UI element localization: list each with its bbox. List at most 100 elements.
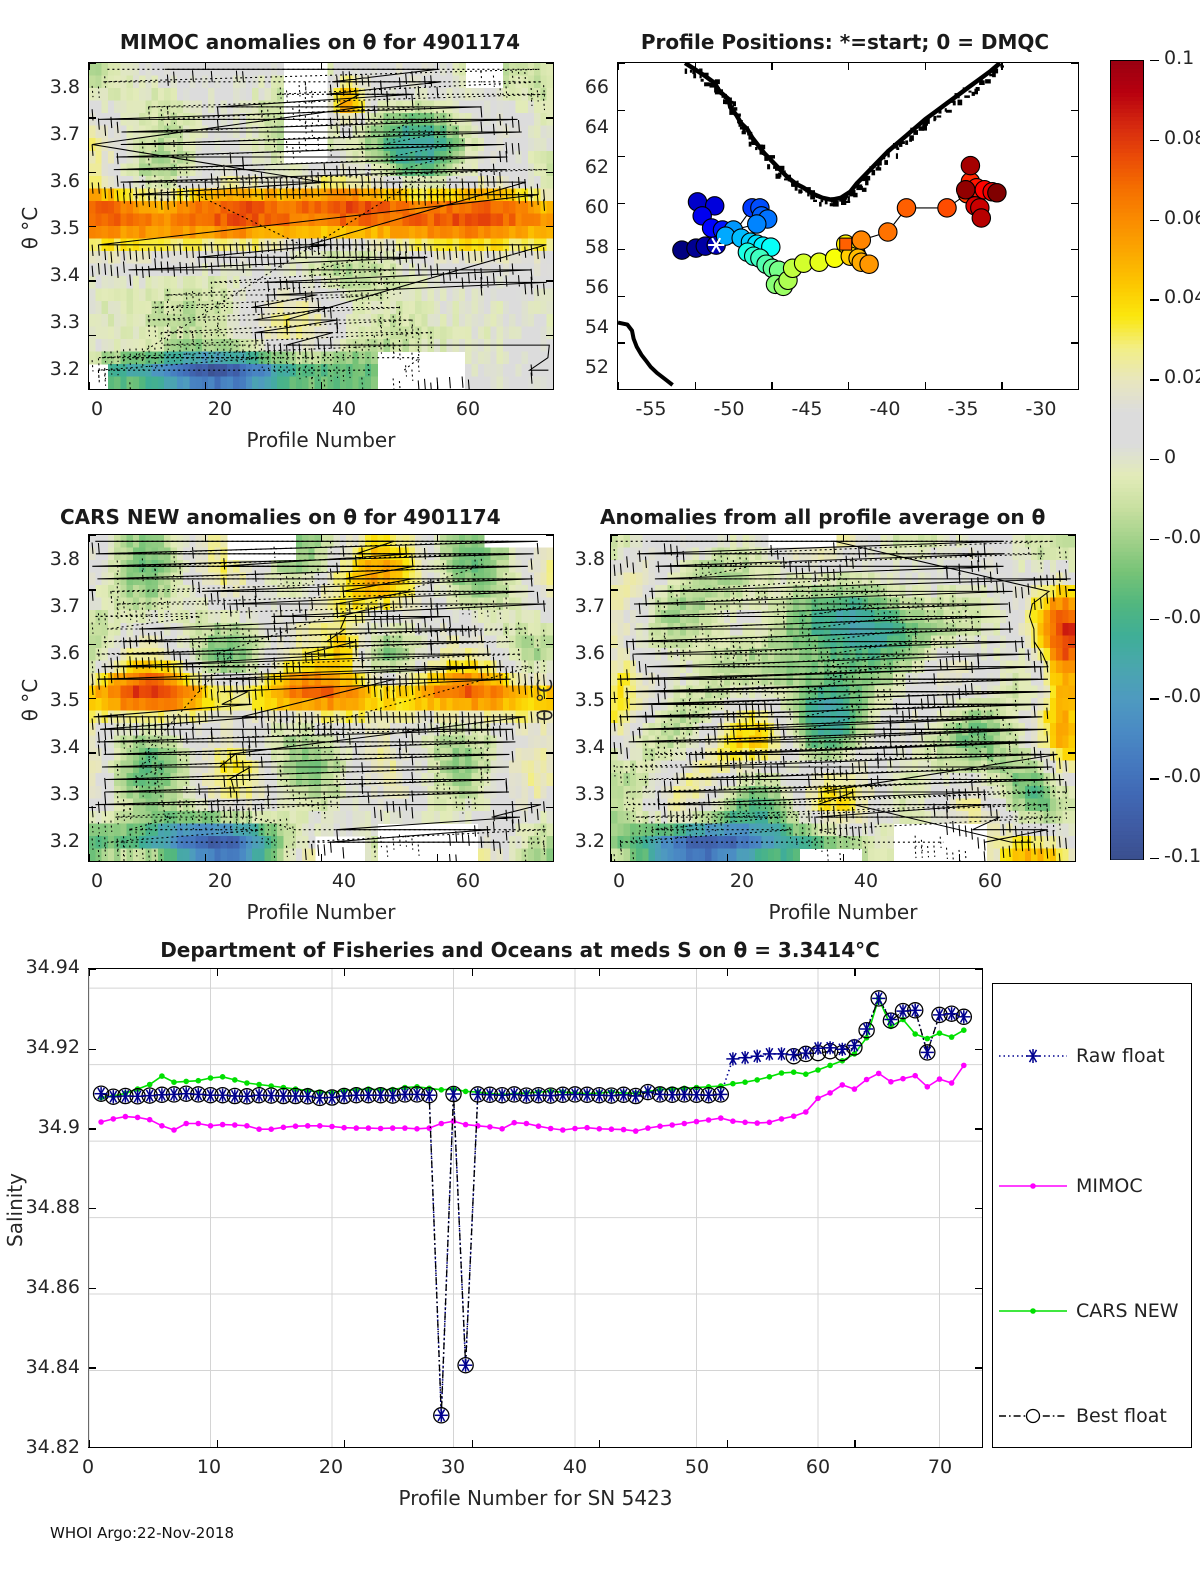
panel2-ytick-6: 54 [584, 316, 609, 338]
panel4-ytick-5: 3.3 [574, 783, 605, 805]
panel3-ytick-2: 3.6 [49, 642, 80, 664]
panel2-xtick-0: -55 [635, 398, 667, 420]
panel2-xtick-3: -40 [869, 398, 901, 420]
panel3-xtick-0: 0 [90, 870, 104, 892]
panel3-xlabel: Profile Number [246, 900, 396, 924]
panel1-ytick-0: 3.8 [49, 76, 80, 98]
legend-item-0[interactable]: Raw float [997, 1044, 1165, 1068]
panel1-ytick-2: 3.6 [49, 170, 80, 192]
colorbar [1110, 60, 1144, 860]
panel2-ytick-0: 66 [584, 76, 609, 98]
panel1-xtick-1: 20 [207, 398, 233, 420]
panel2-ytick-5: 56 [584, 276, 609, 298]
panel1-ytick-6: 3.2 [49, 358, 80, 380]
panel1-ytick-5: 3.3 [49, 311, 80, 333]
legend-label: MIMOC [1076, 1175, 1143, 1197]
panel5-xtick-1: 10 [196, 1456, 222, 1478]
panel4-ylabel: θ °C [533, 678, 557, 722]
legend-swatch-dot-icon [997, 1299, 1069, 1323]
footer-credit: WHOI Argo:22-Nov-2018 [50, 1524, 234, 1542]
panel5-xtick-7: 70 [927, 1456, 953, 1478]
panel3-ytick-5: 3.3 [49, 783, 80, 805]
colorbar-tick-7: -0.04 [1164, 605, 1200, 628]
legend-label: Raw float [1076, 1045, 1165, 1067]
panel4-xtick-1: 20 [729, 870, 755, 892]
colorbar-tick-0: 0.1 [1164, 47, 1195, 69]
panel5-title: Department of Fisheries and Oceans at me… [160, 938, 880, 962]
panel5-ytick-0: 34.94 [25, 956, 80, 978]
panel4-ytick-4: 3.4 [574, 736, 605, 758]
panel5-xtick-0: 0 [81, 1456, 95, 1478]
panel5-xlabel: Profile Number for SN 5423 [398, 1486, 673, 1510]
panel4-ytick-0: 3.8 [574, 548, 605, 570]
panel3-ytick-4: 3.4 [49, 736, 80, 758]
colorbar-tick-3: 0.04 [1164, 286, 1200, 309]
panel5-ytick-6: 34.82 [25, 1436, 80, 1458]
panel3-ytick-6: 3.2 [49, 830, 80, 852]
panel2-map-plot [617, 62, 1079, 390]
legend-item-3[interactable]: Best float [997, 1404, 1167, 1428]
panel1-xtick-2: 40 [331, 398, 357, 420]
panel3-ylabel: θ °C [18, 678, 42, 722]
panel1-xlabel: Profile Number [246, 428, 396, 452]
colorbar-tick-10: -0.1 [1164, 845, 1200, 867]
panel3-xtick-2: 40 [331, 870, 357, 892]
panel3-ytick-0: 3.8 [49, 548, 80, 570]
legend-swatch-dot-icon [997, 1174, 1069, 1198]
panel4-plot [610, 534, 1076, 862]
panel2-title: Profile Positions: *=start; 0 = DMQC [640, 30, 1050, 54]
panel5-ylabel: Salinity [3, 1173, 27, 1247]
colorbar-tick-8: -0.06 [1164, 685, 1200, 708]
panel1-ytick-3: 3.5 [49, 217, 80, 239]
legend-item-2[interactable]: CARS NEW [997, 1299, 1179, 1323]
panel4-xlabel: Profile Number [768, 900, 918, 924]
colorbar-tick-4: 0.02 [1164, 366, 1200, 389]
colorbar-tick-2: 0.06 [1164, 206, 1200, 229]
panel5-ytick-1: 34.92 [25, 1036, 80, 1058]
panel5-ytick-5: 34.84 [25, 1356, 80, 1378]
panel5-xtick-6: 60 [805, 1456, 831, 1478]
panel5-ytick-2: 34.9 [37, 1116, 80, 1138]
panel1-xtick-3: 60 [455, 398, 481, 420]
panel3-ytick-3: 3.5 [49, 689, 80, 711]
panel2-ytick-1: 64 [584, 116, 609, 138]
panel2-ytick-3: 60 [584, 196, 609, 218]
panel4-ytick-1: 3.7 [574, 595, 605, 617]
panel3-xtick-1: 20 [207, 870, 233, 892]
panel4-xtick-0: 0 [612, 870, 626, 892]
panel2-ytick-7: 52 [584, 356, 609, 378]
colorbar-ticklabels: 0.1 0.08 0.06 0.04 0.02 0 -0.02 -0.04 -0.06 -0.08… [1150, 47, 1200, 867]
panel1-ytick-1: 3.7 [49, 123, 80, 145]
panel4-title: Anomalies from all profile average on θ [600, 505, 1046, 529]
legend-label: Best float [1076, 1405, 1167, 1427]
panel2-xtick-2: -45 [791, 398, 823, 420]
panel1-ylabel: θ °C [18, 206, 42, 250]
panel5-ytick-3: 34.88 [25, 1196, 80, 1218]
legend-swatch-asterisk-icon [997, 1044, 1069, 1068]
legend-item-1[interactable]: MIMOC [997, 1174, 1143, 1198]
panel3-title: CARS NEW anomalies on θ for 4901174 [60, 505, 501, 529]
legend-swatch-circle-icon [997, 1404, 1069, 1428]
panel5-xtick-5: 50 [684, 1456, 710, 1478]
panel4-ytick-2: 3.6 [574, 642, 605, 664]
legend: Raw float MIMOC CARS NEW Best float [992, 983, 1192, 1448]
colorbar-tick-9: -0.08 [1164, 765, 1200, 788]
panel2-xtick-1: -50 [713, 398, 745, 420]
panel2-ytick-4: 58 [584, 236, 609, 258]
panel5-xtick-2: 20 [318, 1456, 344, 1478]
colorbar-tick-6: -0.02 [1164, 525, 1200, 548]
timeseries-plot [88, 968, 984, 1449]
panel4-ytick-3: 3.5 [574, 689, 605, 711]
panel5-xtick-4: 40 [562, 1456, 588, 1478]
panel1-xtick-0: 0 [90, 398, 104, 420]
panel1-ytick-4: 3.4 [49, 264, 80, 286]
panel4-xtick-2: 40 [853, 870, 879, 892]
legend-label: CARS NEW [1076, 1300, 1179, 1322]
panel3-xtick-3: 60 [455, 870, 481, 892]
panel1-title: MIMOC anomalies on θ for 4901174 [119, 30, 521, 54]
panel2-ytick-2: 62 [584, 156, 609, 178]
colorbar-tick-5: 0 [1164, 446, 1177, 468]
panel3-plot [88, 534, 554, 862]
panel3-ytick-1: 3.7 [49, 595, 80, 617]
panel4-ytick-6: 3.2 [574, 830, 605, 852]
